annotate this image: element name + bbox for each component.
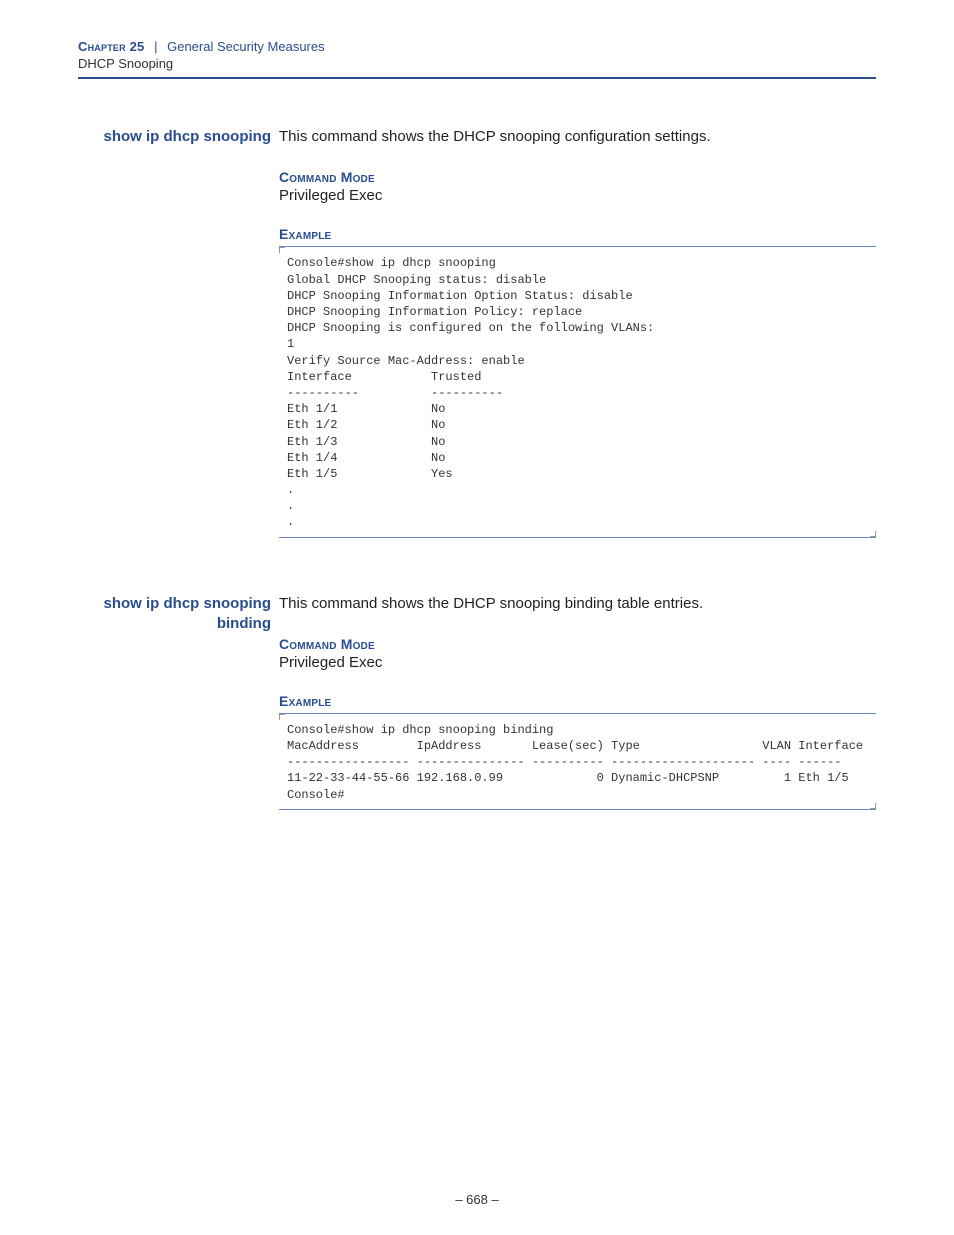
page: Chapter 25 | General Security Measures D… <box>0 0 954 1235</box>
content-area: show ip dhcp snooping This command shows… <box>78 127 876 810</box>
command-mode-text: Privileged Exec <box>279 654 876 671</box>
header-subtitle: DHCP Snooping <box>78 56 876 71</box>
example-label: Example <box>279 693 876 709</box>
command-name: show ip dhcp snooping <box>78 127 271 147</box>
chapter-title: General Security Measures <box>167 39 325 54</box>
example-box: Console#show ip dhcp snooping Global DHC… <box>279 246 876 537</box>
command-name-column: show ip dhcp snooping <box>78 127 279 537</box>
header-line-1: Chapter 25 | General Security Measures <box>78 38 876 56</box>
command-mode-label: Command Mode <box>279 169 876 185</box>
chapter-label: Chapter 25 <box>78 39 144 54</box>
console-output: Console#show ip dhcp snooping binding Ma… <box>279 722 876 803</box>
header-separator: | <box>154 39 157 54</box>
command-body-column: This command shows the DHCP snooping bin… <box>279 594 876 810</box>
command-name-column: show ip dhcp snooping binding <box>78 594 279 810</box>
command-mode-label: Command Mode <box>279 636 876 652</box>
page-number: – 668 – <box>0 1192 954 1207</box>
header-rule <box>78 77 876 79</box>
command-description: This command shows the DHCP snooping con… <box>279 127 876 147</box>
command-mode-text: Privileged Exec <box>279 187 876 204</box>
example-box: Console#show ip dhcp snooping binding Ma… <box>279 713 876 810</box>
command-name: show ip dhcp snooping binding <box>78 594 271 635</box>
command-body-column: This command shows the DHCP snooping con… <box>279 127 876 537</box>
console-output: Console#show ip dhcp snooping Global DHC… <box>279 255 876 530</box>
page-header: Chapter 25 | General Security Measures D… <box>78 38 876 79</box>
command-section: show ip dhcp snooping binding This comma… <box>78 594 876 810</box>
example-label: Example <box>279 226 876 242</box>
command-section: show ip dhcp snooping This command shows… <box>78 127 876 537</box>
command-description: This command shows the DHCP snooping bin… <box>279 594 876 614</box>
